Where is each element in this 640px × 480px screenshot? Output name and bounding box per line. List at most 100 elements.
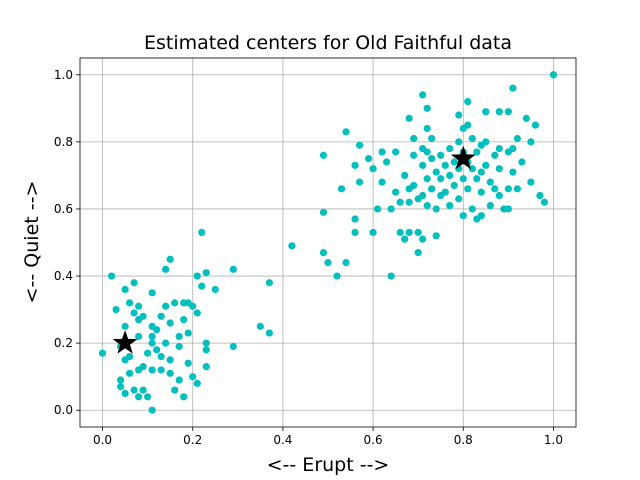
data-point — [495, 165, 503, 173]
data-point — [513, 185, 521, 193]
data-point — [355, 178, 364, 186]
data-point — [401, 235, 409, 243]
data-point — [423, 124, 431, 133]
data-point — [464, 185, 472, 193]
center-star-marker — [450, 145, 476, 170]
data-point — [378, 148, 386, 156]
center-markers — [112, 145, 476, 354]
data-point — [468, 205, 476, 213]
data-point — [455, 138, 463, 146]
data-point — [369, 228, 377, 237]
data-point — [198, 282, 206, 290]
data-point — [527, 138, 535, 146]
data-point — [423, 175, 431, 183]
data-point — [116, 383, 125, 391]
data-point — [419, 91, 427, 99]
data-point — [540, 198, 549, 206]
data-point — [455, 111, 463, 119]
data-point — [495, 108, 503, 116]
data-point — [446, 171, 454, 180]
data-point — [202, 363, 210, 371]
data-point — [229, 265, 237, 273]
data-point — [166, 319, 174, 327]
data-point — [184, 329, 192, 337]
data-point — [265, 279, 273, 287]
data-point — [419, 161, 427, 169]
data-point — [396, 228, 404, 237]
data-point — [112, 305, 120, 314]
data-point — [184, 359, 192, 367]
data-point — [171, 386, 179, 394]
axis-ticks: 0.0 0.2 0.4 0.6 0.8 1.0 0.0 0.2 0.4 0.6 0.8 1.0 — [54, 68, 563, 447]
data-point — [193, 309, 201, 317]
data-point — [423, 148, 431, 156]
data-point — [527, 178, 535, 186]
data-point — [419, 235, 427, 243]
data-point — [193, 272, 201, 280]
data-point — [256, 322, 264, 330]
data-point — [459, 212, 467, 220]
data-point — [428, 134, 436, 143]
x-tick-label: 0.8 — [454, 433, 473, 447]
data-point — [148, 332, 156, 341]
data-point — [193, 379, 201, 387]
data-point — [405, 198, 413, 206]
data-point — [491, 185, 499, 193]
data-point — [491, 151, 499, 159]
data-point — [450, 181, 458, 190]
x-tick-label: 0.0 — [93, 433, 112, 447]
data-point — [374, 205, 382, 213]
data-point — [446, 202, 454, 210]
data-point — [144, 349, 152, 357]
data-point — [482, 108, 490, 116]
data-point — [148, 406, 156, 414]
data-point — [135, 393, 143, 401]
data-point — [351, 228, 359, 237]
data-point — [392, 148, 400, 156]
data-point — [477, 188, 485, 196]
data-point — [446, 144, 454, 153]
data-point — [504, 185, 512, 193]
data-point — [477, 212, 485, 220]
data-point — [265, 329, 273, 337]
data-point — [414, 228, 422, 237]
data-point — [324, 259, 332, 267]
data-point — [468, 165, 476, 173]
data-point — [531, 121, 540, 129]
data-point — [495, 144, 503, 153]
data-point — [410, 134, 418, 143]
data-point — [139, 386, 147, 394]
data-point — [401, 171, 409, 180]
data-point — [437, 151, 445, 159]
data-point — [148, 339, 156, 347]
y-axis-label: <-- Quiet --> — [21, 181, 43, 304]
data-point — [166, 356, 174, 364]
data-point — [477, 168, 485, 176]
data-point — [513, 134, 521, 143]
data-point — [351, 161, 359, 169]
data-point — [202, 269, 210, 277]
x-tick-label: 0.4 — [273, 433, 292, 447]
data-point — [455, 195, 463, 203]
x-tick-label: 0.6 — [364, 433, 383, 447]
data-points — [98, 71, 558, 414]
data-point — [464, 121, 472, 129]
data-point — [432, 205, 440, 213]
data-point — [369, 165, 377, 173]
data-point — [198, 228, 206, 237]
data-point — [189, 302, 197, 310]
data-point — [130, 386, 138, 394]
y-tick-label: 0.6 — [54, 202, 73, 216]
data-point — [116, 376, 125, 384]
data-point — [504, 205, 512, 213]
data-point — [126, 369, 134, 377]
data-point — [121, 285, 129, 294]
data-point — [355, 141, 364, 149]
x-tick-label: 1.0 — [544, 433, 563, 447]
data-point — [162, 302, 170, 310]
y-tick-label: 1.0 — [54, 68, 73, 82]
data-point — [135, 332, 143, 341]
data-point — [180, 316, 188, 324]
data-point — [98, 349, 107, 357]
